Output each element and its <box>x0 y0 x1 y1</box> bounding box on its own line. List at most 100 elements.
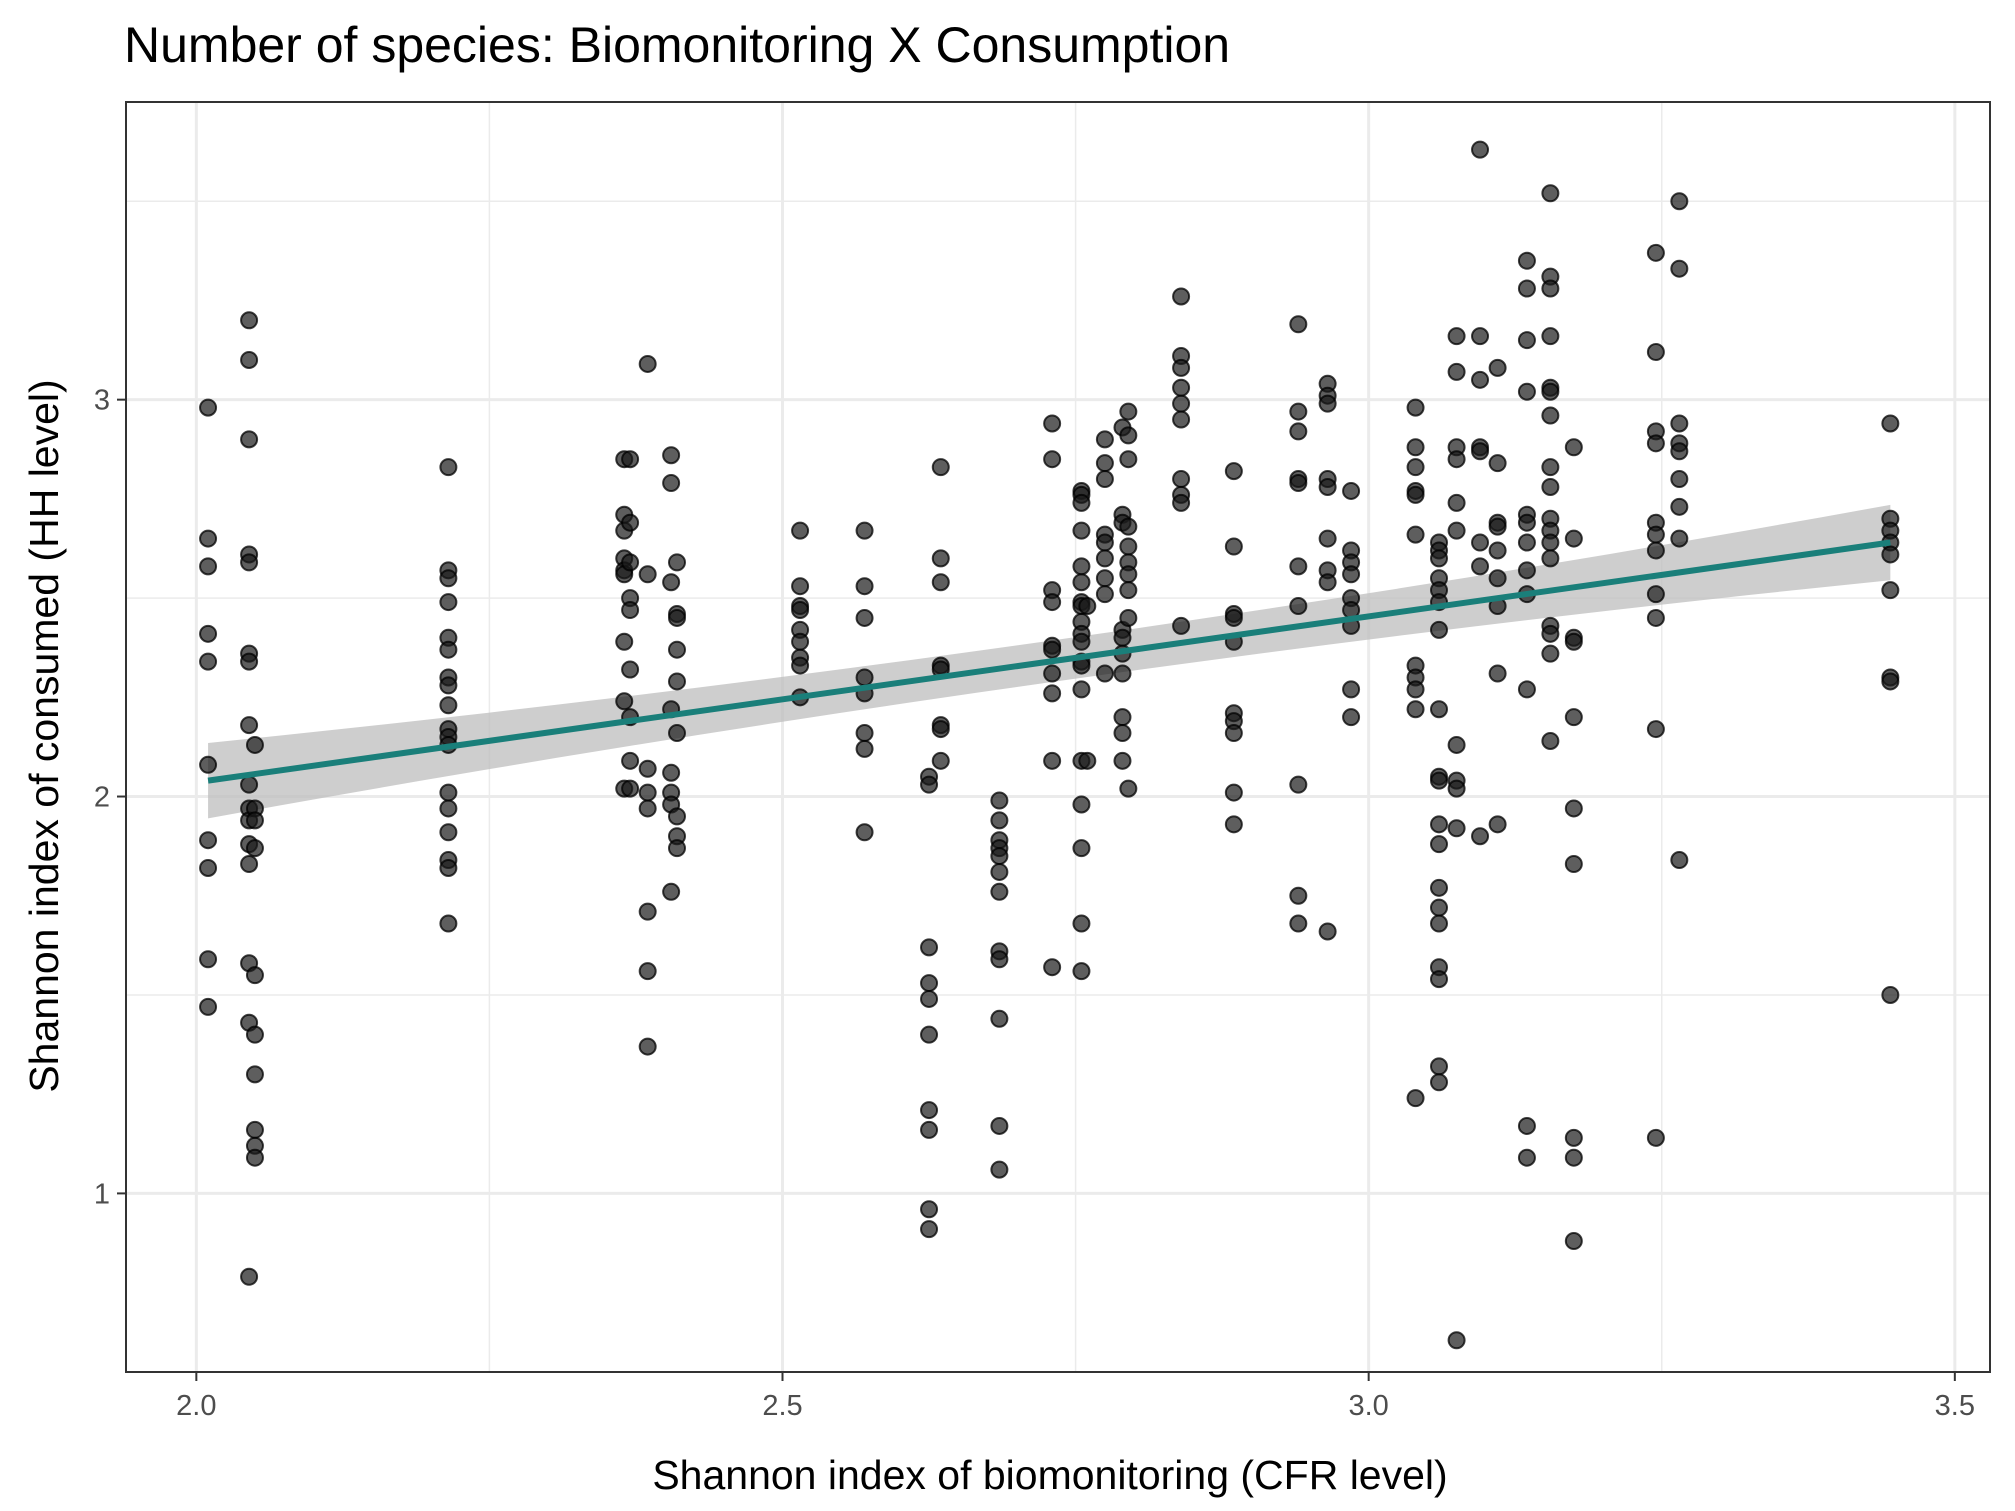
y-tick-label: 3 <box>94 385 110 417</box>
data-point <box>1224 462 1243 481</box>
data-point <box>990 950 1009 969</box>
x-tick-label: 3.5 <box>1935 1390 1975 1422</box>
data-point <box>920 1200 939 1219</box>
data-point <box>621 450 640 469</box>
plot-panel-border <box>125 101 1991 1373</box>
data-point <box>1072 839 1091 858</box>
data-point <box>791 601 810 619</box>
data-point <box>1471 327 1490 346</box>
data-point <box>990 1160 1009 1179</box>
data-point <box>1646 541 1665 560</box>
data-point <box>1564 529 1583 548</box>
data-point <box>1342 565 1361 584</box>
data-point <box>1072 680 1091 699</box>
data-point <box>199 997 218 1016</box>
data-point <box>931 549 950 568</box>
data-point <box>1564 1128 1583 1147</box>
data-point <box>199 831 218 850</box>
data-point <box>1447 493 1466 512</box>
data-point <box>1541 624 1560 643</box>
data-point <box>1471 370 1490 389</box>
data-point <box>1646 343 1665 362</box>
data-point <box>439 569 458 588</box>
data-point <box>1881 672 1900 691</box>
data-point <box>1095 430 1114 449</box>
data-point <box>199 755 218 774</box>
y-axis-title: Shannon index of consumed (HH level) <box>21 379 67 1092</box>
data-point <box>1095 549 1114 568</box>
data-point <box>1564 1148 1583 1167</box>
data-point <box>1670 470 1689 489</box>
data-point <box>245 811 264 830</box>
data-point <box>199 624 218 643</box>
data-point <box>1095 585 1114 604</box>
data-point <box>1447 1331 1466 1350</box>
data-point <box>1564 1232 1583 1251</box>
data-point <box>1172 410 1191 429</box>
data-point <box>1072 521 1091 540</box>
data-point <box>1072 962 1091 981</box>
data-point <box>1646 243 1665 262</box>
data-point <box>1043 593 1062 612</box>
data-point <box>1430 898 1449 917</box>
data-point <box>990 847 1009 866</box>
data-point <box>245 1025 264 1044</box>
data-point <box>920 1101 939 1120</box>
data-point <box>1564 632 1583 651</box>
data-point <box>199 557 218 576</box>
data-point <box>638 565 657 584</box>
data-point <box>1172 394 1191 413</box>
data-points-layer <box>199 140 1900 1350</box>
data-point <box>662 446 681 465</box>
data-point <box>240 350 259 369</box>
data-point <box>920 989 939 1008</box>
data-point <box>990 1116 1009 1135</box>
data-point <box>1406 525 1425 544</box>
data-point <box>1447 779 1466 798</box>
data-point <box>439 458 458 477</box>
data-point <box>1119 450 1138 469</box>
data-point <box>199 950 218 969</box>
data-point <box>1406 1089 1425 1108</box>
data-point <box>1564 855 1583 873</box>
data-point <box>1043 751 1062 770</box>
data-point <box>662 763 681 782</box>
data-point <box>240 430 259 449</box>
data-point <box>1881 414 1900 433</box>
data-point <box>667 608 686 627</box>
data-point <box>1488 664 1507 683</box>
y-tick-label: 2 <box>94 782 110 814</box>
data-point <box>1541 184 1560 203</box>
data-point <box>1670 259 1689 278</box>
data-point <box>1172 493 1191 512</box>
data-point <box>1406 438 1425 457</box>
data-point <box>240 716 259 735</box>
data-point <box>1517 561 1536 580</box>
data-point <box>1430 620 1449 639</box>
data-point <box>1564 708 1583 727</box>
data-point <box>439 696 458 715</box>
data-point <box>1289 886 1308 905</box>
data-point <box>1541 458 1560 477</box>
data-point <box>1447 735 1466 754</box>
data-point <box>1488 454 1507 473</box>
x-axis-ticks: 2.0 2.5 3.0 3.5 <box>176 1372 1975 1422</box>
data-point <box>1119 581 1138 600</box>
data-point <box>1342 481 1361 500</box>
data-point <box>1119 402 1138 421</box>
data-point <box>1318 529 1337 548</box>
data-point <box>1670 442 1689 461</box>
data-point <box>1541 644 1560 663</box>
x-tick-label: 2.5 <box>762 1390 802 1422</box>
data-point <box>1113 708 1132 727</box>
data-point <box>1119 608 1138 627</box>
data-point <box>1447 327 1466 346</box>
data-point <box>638 759 657 778</box>
data-point <box>1517 1116 1536 1135</box>
data-point <box>667 724 686 743</box>
data-point <box>1517 513 1536 532</box>
data-point <box>621 553 640 572</box>
data-point <box>638 799 657 818</box>
